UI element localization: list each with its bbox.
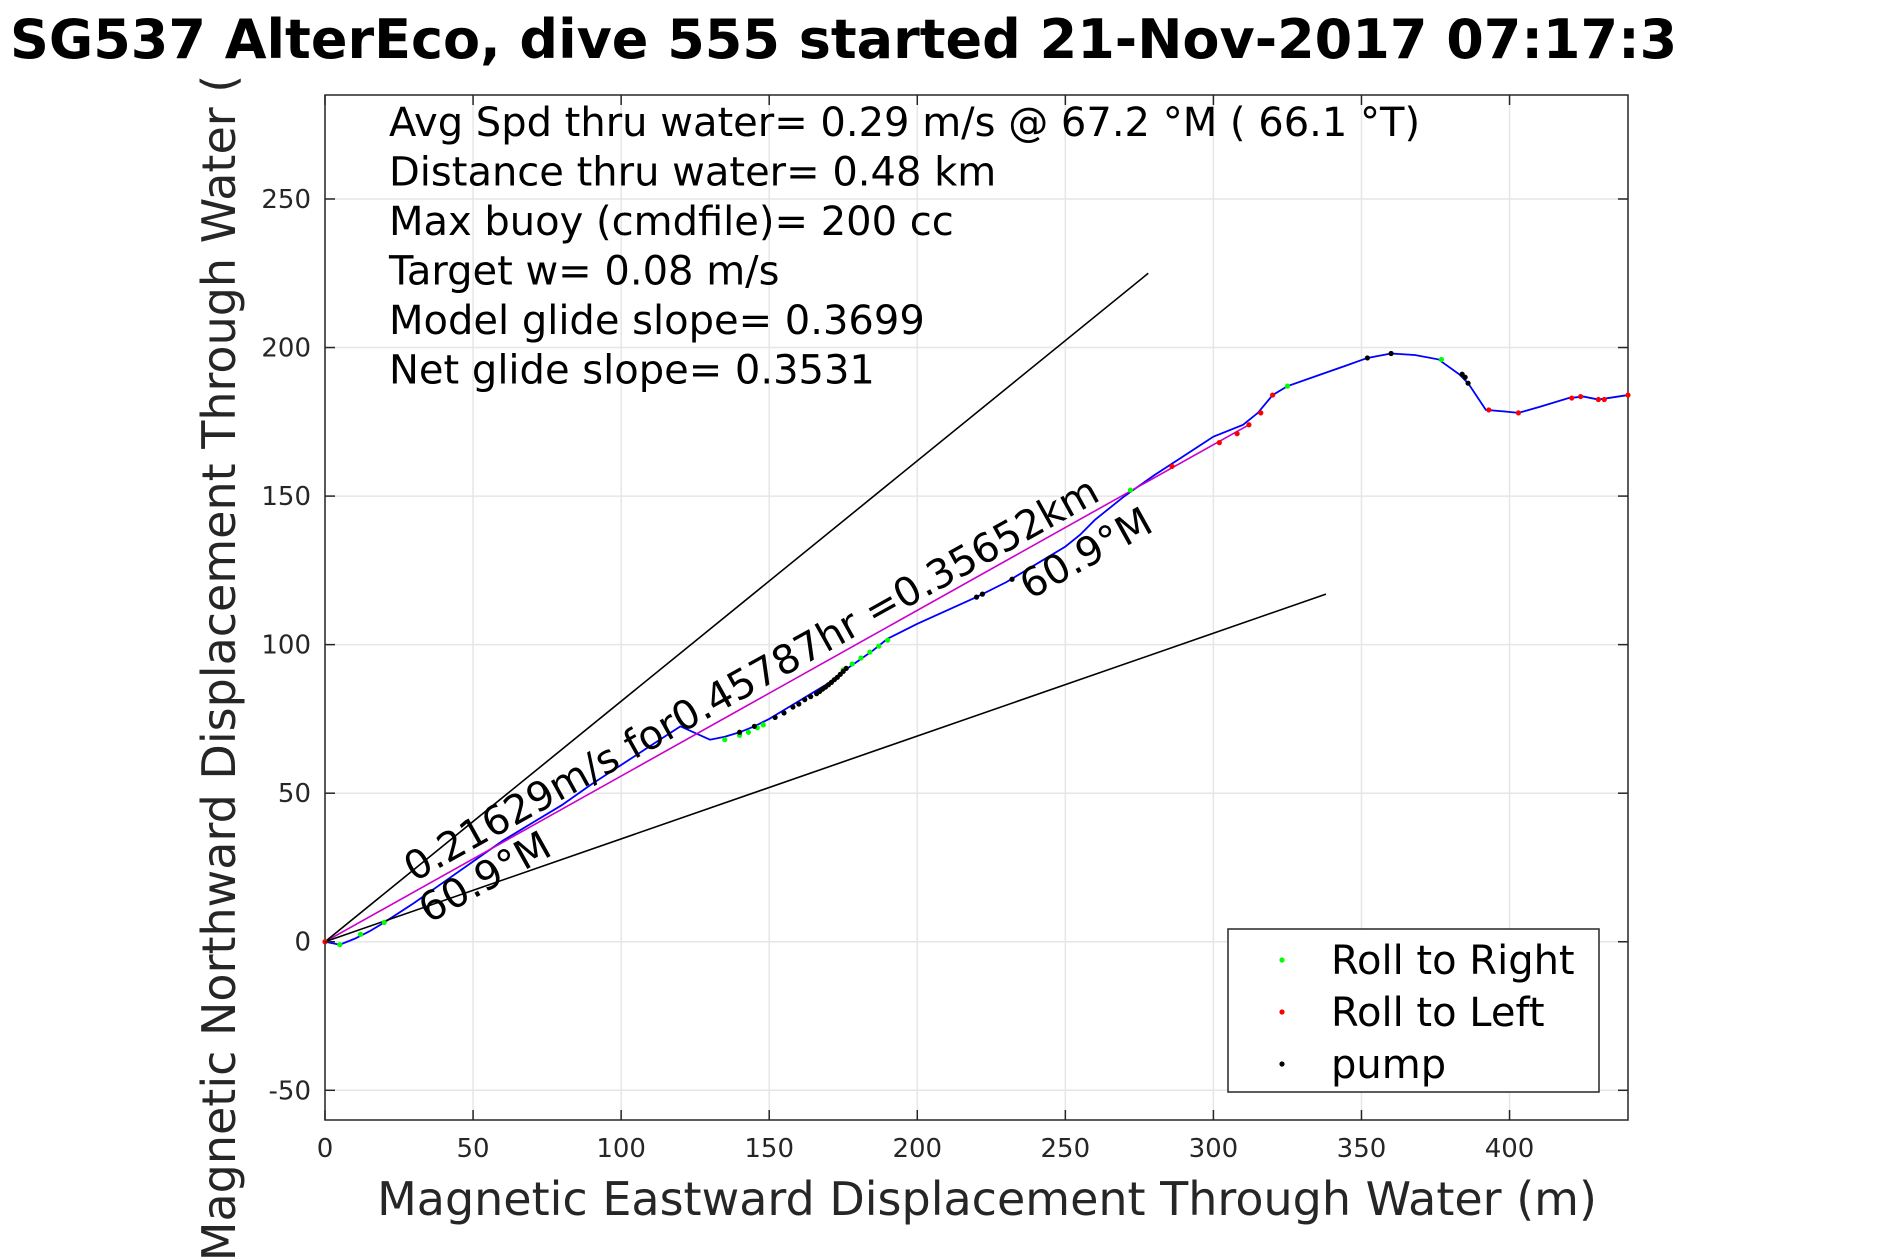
marker-roll-to-left xyxy=(1569,395,1575,401)
legend-marker xyxy=(1279,1061,1285,1067)
marker-roll-to-right xyxy=(381,919,387,926)
series-line-glide-cone-upper xyxy=(324,272,1149,943)
info-text-block: Avg Spd thru water= 0.29 m/s @ 67.2 °M (… xyxy=(388,100,1420,394)
marker-roll-to-right xyxy=(1284,383,1291,389)
x-tick-label: 250 xyxy=(1041,1134,1091,1164)
marker-roll-to-right xyxy=(876,643,882,649)
series-line-average xyxy=(324,424,1250,943)
marker-roll-to-right xyxy=(858,655,864,661)
marker-roll-to-right xyxy=(745,729,752,735)
marker-roll-to-left xyxy=(1270,392,1276,398)
marker-roll-to-left xyxy=(1234,431,1240,437)
legend-entry-label: Roll to Left xyxy=(1331,990,1545,1036)
x-tick-label: 400 xyxy=(1485,1134,1535,1164)
marker-roll-to-right xyxy=(1438,356,1445,363)
data-layer xyxy=(322,272,1631,948)
info-line: Avg Spd thru water= 0.29 m/s @ 67.2 °M (… xyxy=(389,100,1420,146)
marker-pump xyxy=(979,591,986,597)
info-line: Distance thru water= 0.48 km xyxy=(389,150,996,196)
marker-pump xyxy=(796,701,802,707)
legend-marker xyxy=(1279,1009,1285,1015)
marker-pump xyxy=(751,723,757,729)
y-axis-label: Magnetic Northward Displacement Through … xyxy=(192,75,246,1260)
marker-pump xyxy=(802,697,808,703)
marker-roll-to-left xyxy=(1216,440,1222,446)
plot-frame xyxy=(324,94,1629,1121)
marker-pump xyxy=(790,704,796,710)
marker-roll-to-left xyxy=(1246,422,1252,428)
marker-pump xyxy=(781,710,787,716)
marker-roll-to-left xyxy=(1169,463,1175,469)
marker-pump xyxy=(1388,350,1394,357)
series-line-glide-cone-lower xyxy=(324,593,1327,943)
x-tick-label: 300 xyxy=(1189,1134,1239,1164)
marker-pump xyxy=(736,729,743,735)
marker-roll-to-right xyxy=(1127,487,1134,493)
y-tick-label: -50 xyxy=(269,1076,311,1106)
marker-roll-to-right xyxy=(337,942,343,948)
y-tick-label: 50 xyxy=(278,779,311,809)
info-line: Model glide slope= 0.3699 xyxy=(389,298,925,344)
marker-roll-to-left xyxy=(1486,407,1492,413)
y-tick-label: 200 xyxy=(261,334,311,364)
marker-roll-to-left xyxy=(1258,410,1264,416)
marker-roll-to-left xyxy=(1595,396,1601,403)
x-tick-label: 200 xyxy=(892,1134,942,1164)
y-tick-label: 250 xyxy=(261,185,311,215)
marker-pump xyxy=(1009,576,1015,582)
marker-pump xyxy=(1462,374,1468,380)
x-axis-label: Magnetic Eastward Displacement Through W… xyxy=(377,1172,1597,1226)
marker-roll-to-left xyxy=(1625,392,1631,398)
marker-roll-to-left xyxy=(1515,410,1522,416)
marker-pump xyxy=(1364,355,1370,361)
y-tick-label: 150 xyxy=(261,482,311,512)
marker-roll-to-left xyxy=(1578,393,1584,400)
x-tick-label: 0 xyxy=(317,1134,334,1164)
marker-roll-to-right xyxy=(885,637,891,643)
legend-marker xyxy=(1279,957,1285,963)
x-tick-label: 350 xyxy=(1337,1134,1387,1164)
marker-pump xyxy=(1465,380,1471,386)
legend-box xyxy=(1227,928,1600,1093)
x-tick-label: 50 xyxy=(457,1134,490,1164)
y-tick-label: 0 xyxy=(294,928,311,958)
chart-title: SG537 AlterEco, dive 555 started 21-Nov-… xyxy=(10,8,1677,71)
marker-pump xyxy=(843,665,849,672)
x-tick-label: 150 xyxy=(744,1134,794,1164)
marker-pump xyxy=(973,594,980,600)
marker-pump xyxy=(772,714,778,721)
info-line: Target w= 0.08 m/s xyxy=(388,249,779,295)
marker-roll-to-right xyxy=(760,722,766,728)
marker-roll-to-left xyxy=(1601,396,1607,403)
ticks: 0 50 100 150 200 250 300 350 400-500501001502002… xyxy=(261,95,1628,1164)
info-line: Max buoy (cmdfile)= 200 cc xyxy=(389,199,954,245)
marker-roll-to-right xyxy=(357,931,364,937)
marker-roll-to-right xyxy=(722,737,728,743)
info-line: Net glide slope= 0.3531 xyxy=(389,348,875,394)
marker-pump xyxy=(808,694,814,700)
legend: Roll to Right Roll to Left pump xyxy=(1227,928,1600,1093)
marker-roll-to-right xyxy=(867,649,873,655)
y-tick-label: 100 xyxy=(261,631,311,661)
marker-roll-to-right xyxy=(849,661,855,667)
legend-entry-label: pump xyxy=(1331,1042,1446,1088)
legend-entry-label: Roll to Right xyxy=(1331,938,1575,984)
x-tick-label: 100 xyxy=(596,1134,646,1164)
